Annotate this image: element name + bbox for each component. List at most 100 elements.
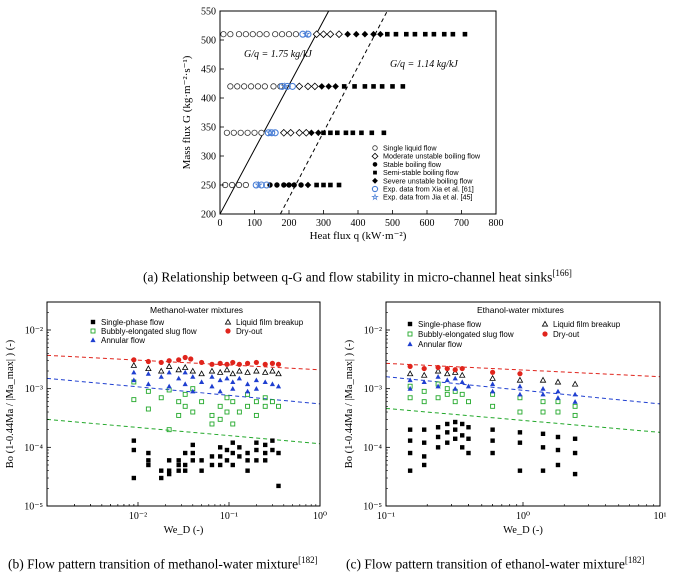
x-tick-label: 500 [385,218,400,229]
data-point [420,371,428,378]
data-point [263,450,268,456]
data-point [445,440,450,445]
x-tick-label: 10⁻¹ [377,511,395,522]
x-tick-label: 700 [454,218,469,229]
data-point [572,471,578,477]
data-point [517,383,523,389]
data-point [462,31,468,37]
data-point [281,182,287,188]
chart-b: 10⁻² 10⁻¹ 10⁰ 10⁻⁵ 10⁻⁴ 10⁻³ 10⁻² We_D (-) Bo (1… [5,301,327,536]
data-point [182,468,188,473]
data-point [190,442,195,448]
data-point [298,182,304,188]
data-point [176,468,181,473]
data-point [444,377,450,383]
data-point [227,31,234,38]
data-point [276,450,281,456]
data-point [263,458,268,463]
data-point [441,31,447,37]
data-point [146,450,151,456]
data-point [270,83,277,90]
data-point [254,458,259,463]
legend-label: Exp. data from Xia et al. [61] [383,185,474,194]
legend-label: Bubbly-elongated slug flow [101,327,197,336]
data-point [190,458,195,463]
data-point [555,447,561,453]
data-point [253,359,259,366]
series-dry-out [407,363,523,377]
data-point [182,381,188,387]
legend-label: Severe unstable boiling flow [383,176,473,185]
data-point [517,391,523,397]
data-point [292,31,299,38]
data-point [286,128,295,137]
data-point [275,383,282,389]
data-point [304,181,312,189]
data-point [381,130,387,136]
data-point [249,31,256,38]
data-point [165,362,173,369]
data-point [182,391,188,397]
data-point [224,409,230,415]
data-point [435,425,441,430]
data-point [490,388,496,394]
data-point [407,468,413,473]
data-point [371,84,376,89]
data-point [209,454,215,459]
data-point [242,31,249,38]
data-point [517,430,523,435]
data-point [453,436,458,441]
y-tick-label: 250 [201,181,216,192]
data-point [146,458,151,463]
legend-marker [225,328,231,334]
data-point [199,359,205,366]
data-point [435,383,441,389]
data-point [435,364,441,371]
data-point [224,375,230,381]
data-point [435,395,441,401]
data-point [209,383,215,389]
data-point [407,427,413,432]
data-point [209,412,215,418]
legend-marker [371,152,379,160]
data-point [572,436,578,441]
data-point [407,438,413,443]
trend-line-annular-flow [385,376,661,405]
data-point [245,458,250,463]
legend-marker [407,321,413,327]
data-point [131,369,137,375]
data-point [262,403,268,409]
data-point [453,419,458,425]
data-point [343,130,349,136]
data-point [217,388,223,394]
data-point [263,31,270,38]
data-point [540,399,546,405]
data-point [223,366,231,373]
data-point [452,399,458,405]
series-dry-out [131,354,282,367]
data-point [236,409,242,415]
data-point [421,454,427,459]
series-severe-unstable-boiling-flow [304,30,384,189]
data-point [261,368,269,375]
data-point [270,447,275,453]
y-tick-label: 10⁻³ [25,384,43,395]
data-point [540,431,546,437]
data-point [459,391,465,397]
data-point [312,30,321,39]
data-point [263,181,271,189]
data-point [328,182,333,188]
y-tick-label: 450 [201,65,216,76]
data-point [490,403,496,409]
data-point [421,399,427,405]
data-point [445,430,450,435]
data-point [230,129,237,136]
trend-line-single-phase-flow [385,407,661,433]
legend-marker [90,319,96,325]
y-tick-label: 10⁻² [364,325,382,336]
data-point [236,375,242,381]
data-point [315,129,322,137]
data-point [217,403,223,409]
data-point [336,182,342,188]
x-tick-label: 800 [489,218,504,229]
